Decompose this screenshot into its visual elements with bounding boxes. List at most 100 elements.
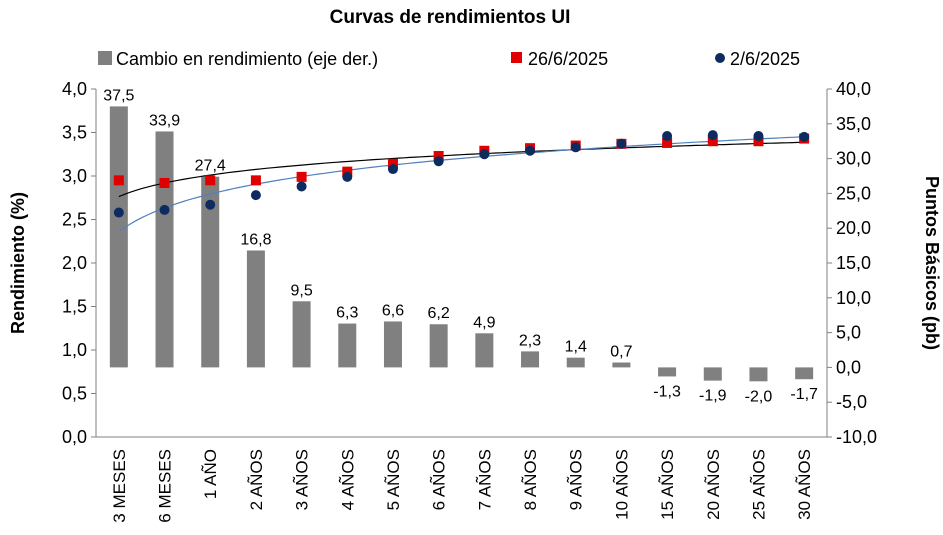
- marker-2-6-2025: [159, 204, 170, 215]
- marker-2-6-2025: [342, 171, 353, 182]
- bar: [703, 367, 722, 381]
- category-label: 6 AÑOS: [430, 449, 449, 510]
- bar-data-label: 4,9: [473, 314, 495, 331]
- bar: [749, 367, 768, 382]
- bar-data-label: 6,2: [428, 305, 450, 322]
- left-tick-label: 0,5: [62, 384, 87, 404]
- marker-26-6-2025: [113, 175, 124, 186]
- marker-26-6-2025: [707, 136, 718, 147]
- bar: [383, 321, 402, 368]
- category-label: 15 AÑOS: [658, 449, 677, 520]
- bar-series: [109, 106, 814, 382]
- category-label: 2 AÑOS: [247, 449, 266, 510]
- left-tick-label: 1,5: [62, 297, 87, 317]
- category-label: 30 AÑOS: [795, 449, 814, 520]
- bar-data-label: 33,9: [149, 112, 180, 129]
- trendline: [118, 136, 805, 233]
- bar-data-label: -1,3: [653, 383, 681, 400]
- category-label: 6 MESES: [156, 449, 175, 523]
- bar-data-label: 16,8: [240, 231, 271, 248]
- left-axis-ticks: 0,0 0,5 1,0 1,5 2,0 2,5 3,0 3,5 4,0: [62, 79, 96, 447]
- bar-data-label: 9,5: [290, 282, 312, 299]
- bar-data-label: 0,7: [610, 344, 632, 361]
- category-label: 25 AÑOS: [749, 449, 768, 520]
- bar: [795, 367, 814, 380]
- bar-data-labels: 37,5 33,9 27,4 16,8 9,5 6,3 6,6 6,2 4,9 2,3 1,4 0,7…: [103, 87, 818, 405]
- marker-2-6-2025: [799, 131, 810, 142]
- left-tick-label: 3,0: [62, 166, 87, 186]
- marker-2-6-2025: [479, 149, 490, 160]
- marker-2-6-2025: [433, 156, 444, 167]
- plot-area: 0,0 0,5 1,0 1,5 2,0 2,5 3,0 3,5 4,0 -10,0 -5,0 0,0…: [62, 79, 877, 523]
- bar: [292, 301, 311, 368]
- right-tick-label: 20,0: [836, 218, 871, 238]
- bar-data-label: -2,0: [745, 388, 773, 405]
- category-label: 3 MESES: [110, 449, 129, 523]
- bar-data-label: 27,4: [195, 158, 226, 175]
- bar: [155, 131, 174, 368]
- marker-2-6-2025: [387, 164, 398, 175]
- right-tick-label: 5,0: [836, 323, 861, 343]
- marker-26-6-2025: [662, 137, 673, 148]
- right-axis-ticks: -10,0 -5,0 0,0 5,0 10,0 15,0 20,0 25,0 30,0 35,0 4…: [827, 79, 877, 447]
- marker-26-6-2025: [387, 158, 398, 169]
- right-tick-label: 40,0: [836, 79, 871, 99]
- trendline: [118, 141, 805, 198]
- bar-data-label: 37,5: [103, 87, 134, 104]
- category-label: 4 AÑOS: [338, 449, 357, 510]
- category-label: 20 AÑOS: [704, 449, 723, 520]
- marker-2-6-2025: [707, 130, 718, 141]
- bar-data-label: -1,7: [790, 386, 818, 403]
- bar: [612, 362, 631, 368]
- left-tick-label: 0,0: [62, 427, 87, 447]
- category-label: 7 AÑOS: [475, 449, 494, 510]
- left-tick-label: 4,0: [62, 79, 87, 99]
- category-label: 3 AÑOS: [293, 449, 312, 510]
- marker-2-6-2025: [753, 130, 764, 141]
- bar-data-label: 6,6: [382, 302, 404, 319]
- legend: Cambio en rendimiento (eje der.) 26/6/20…: [98, 49, 800, 69]
- right-axis-title: Puntos Básicos (pb): [922, 176, 942, 350]
- left-tick-label: 2,0: [62, 253, 87, 273]
- marker-26-6-2025: [159, 177, 170, 188]
- bar-data-label: 1,4: [565, 339, 587, 356]
- marker-2-6-2025: [616, 138, 627, 149]
- right-tick-label: 0,0: [836, 357, 861, 377]
- bar: [475, 333, 494, 368]
- bar: [109, 106, 128, 368]
- bar-data-label: -1,9: [699, 388, 727, 405]
- right-tick-label: -5,0: [836, 392, 867, 412]
- bar: [521, 351, 540, 368]
- bar-data-label: 6,3: [336, 305, 358, 322]
- right-tick-label: 30,0: [836, 149, 871, 169]
- left-tick-label: 3,5: [62, 123, 87, 143]
- marker-2-6-2025: [570, 142, 581, 153]
- legend-swatch-2-6-2025: [715, 53, 725, 63]
- marker-2-6-2025: [250, 190, 261, 201]
- bar: [658, 367, 677, 377]
- bar: [338, 323, 357, 368]
- bar: [246, 250, 265, 368]
- marker-2-6-2025: [296, 181, 307, 192]
- right-tick-label: 15,0: [836, 253, 871, 273]
- trendlines: [118, 136, 805, 233]
- left-tick-label: 1,0: [62, 340, 87, 360]
- marker-2-6-2025: [205, 199, 216, 210]
- legend-swatch-26-6-2025: [511, 52, 522, 63]
- left-axis-title: Rendimiento (%): [8, 192, 28, 334]
- legend-label-2-6-2025: 2/6/2025: [730, 49, 800, 69]
- chart-title: Curvas de rendimientos UI: [330, 7, 571, 28]
- category-labels: 3 MESES 6 MESES 1 AÑO 2 AÑOS 3 AÑOS 4 AÑOS 5 A…: [110, 449, 814, 523]
- marker-26-6-2025: [205, 175, 216, 186]
- bar: [201, 176, 220, 368]
- category-label: 9 AÑOS: [567, 449, 586, 510]
- category-label: 1 AÑO: [201, 449, 220, 499]
- category-label: 10 AÑOS: [612, 449, 631, 520]
- marker-26-6-2025: [753, 136, 764, 147]
- category-label: 8 AÑOS: [521, 449, 540, 510]
- legend-swatch-bars: [98, 51, 112, 65]
- legend-label-bars: Cambio en rendimiento (eje der.): [116, 49, 378, 69]
- marker-26-6-2025: [433, 150, 444, 161]
- marker-26-6-2025: [250, 175, 261, 186]
